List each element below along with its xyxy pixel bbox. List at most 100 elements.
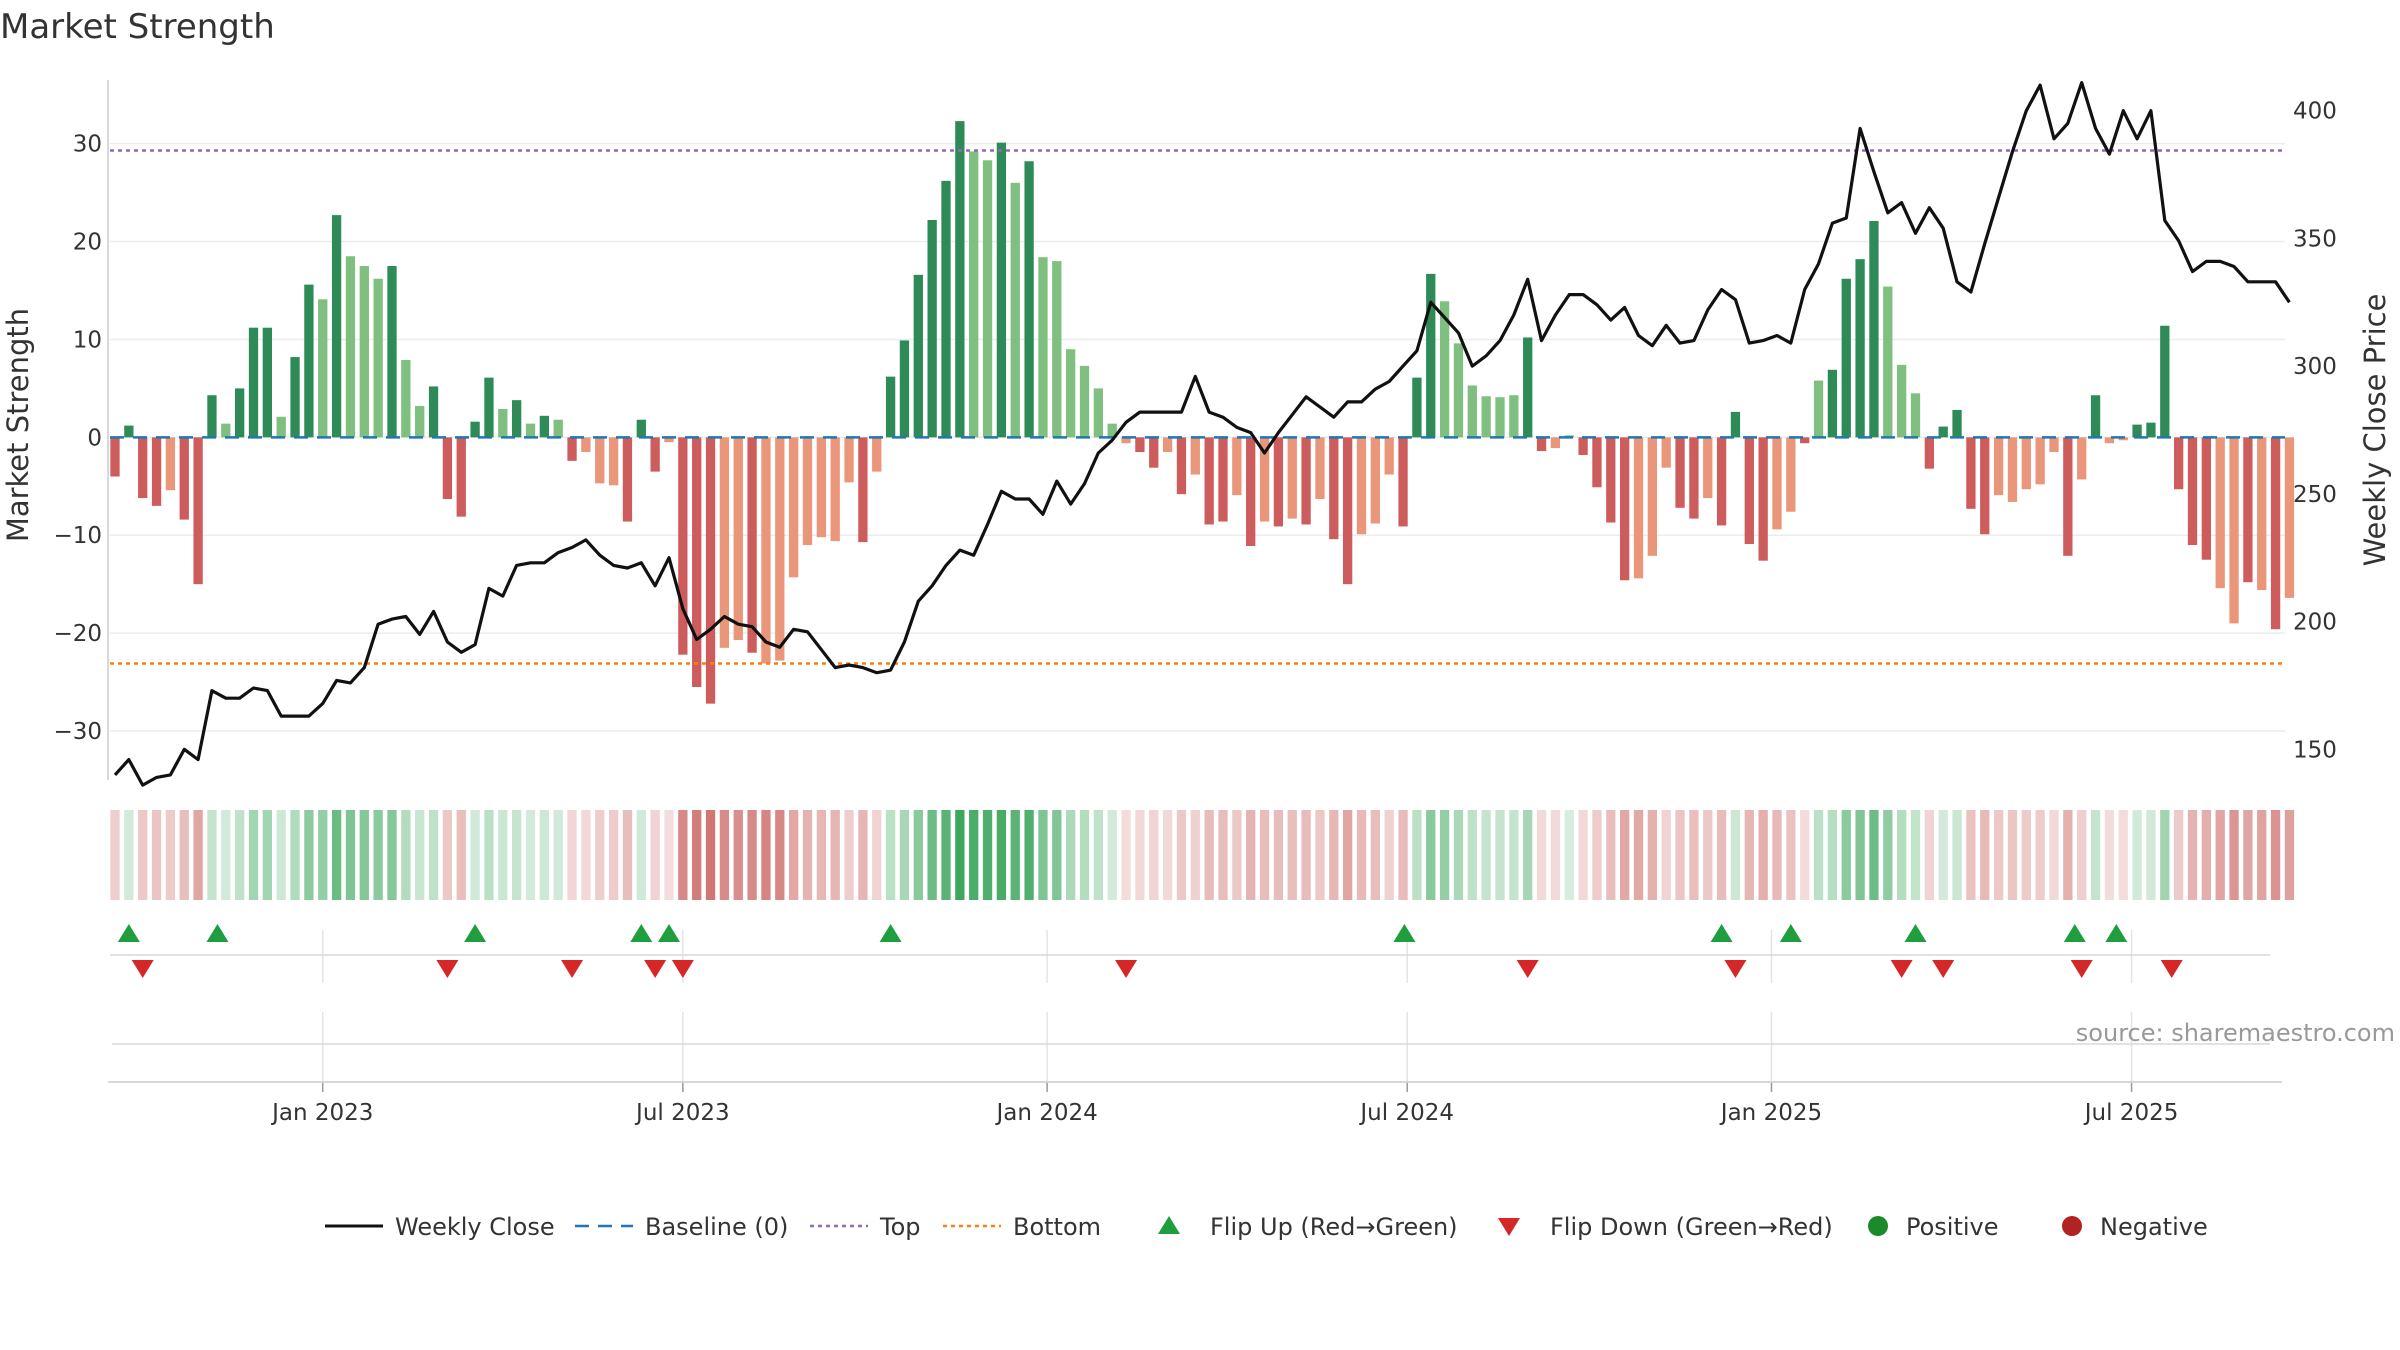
heat-cell <box>442 810 453 900</box>
strength-bar <box>941 180 951 438</box>
heat-cell <box>1938 810 1948 900</box>
heat-cell <box>1689 810 1699 900</box>
heat-cell <box>1370 810 1380 900</box>
heat-cell <box>2104 810 2115 900</box>
heat-cell <box>318 810 328 900</box>
strength-bar <box>1176 437 1187 495</box>
strength-bar <box>816 437 826 538</box>
strength-bar <box>844 437 854 483</box>
strength-bar <box>1218 437 1228 522</box>
y-tick-right: 350 <box>2293 226 2337 252</box>
legend-label: Bottom <box>1013 1213 1101 1241</box>
heat-cell <box>1675 810 1685 900</box>
strength-bar <box>1758 437 1768 561</box>
strength-bar <box>1190 437 1200 475</box>
legend-label: Positive <box>1906 1213 1999 1241</box>
strength-bar <box>2104 437 2115 444</box>
strength-bar <box>1329 437 1339 540</box>
strength-bar <box>733 437 743 640</box>
heat-cell <box>1827 810 1838 900</box>
strength-bar <box>290 357 300 438</box>
strength-bar <box>789 437 799 578</box>
heat-cell <box>1398 810 1408 900</box>
heat-cell <box>844 810 854 900</box>
strength-bar <box>830 437 840 542</box>
strength-bar <box>1703 437 1713 499</box>
flip-up-marker <box>1779 924 1802 942</box>
strength-bar <box>1204 437 1214 525</box>
heat-cell <box>1287 810 1297 900</box>
y-tick-left: 10 <box>73 327 102 353</box>
heat-cell <box>1758 810 1768 900</box>
heat-cell <box>941 810 951 900</box>
strength-bar <box>1606 437 1616 523</box>
strength-bar <box>415 406 425 438</box>
flip-up-marker <box>206 924 229 942</box>
strength-bar <box>1343 437 1353 585</box>
strength-bar <box>872 437 882 472</box>
strength-bar <box>2215 437 2225 589</box>
heat-cell <box>1176 810 1187 900</box>
heat-cell <box>1024 810 1034 900</box>
heat-cell <box>595 810 605 900</box>
strength-bar <box>955 121 965 438</box>
heat-cell <box>1343 810 1353 900</box>
heat-cell <box>1453 810 1464 900</box>
heat-cell <box>664 810 674 900</box>
heat-cell <box>1093 810 1103 900</box>
heat-cell <box>138 810 148 900</box>
strength-bar <box>1052 261 1062 438</box>
heat-cell <box>1924 810 1934 900</box>
heat-cell <box>1329 810 1339 900</box>
strength-bar <box>1800 437 1810 444</box>
strength-bar <box>1356 437 1367 535</box>
strength-bar <box>1481 396 1491 438</box>
heat-cell <box>276 810 286 900</box>
flip-down-marker <box>671 960 694 978</box>
legend-swatch-positive <box>1868 1216 1888 1236</box>
heat-cell <box>2160 810 2170 900</box>
heat-cell <box>2118 810 2128 900</box>
heat-cell <box>1509 810 1519 900</box>
heat-cell <box>2146 810 2156 900</box>
heat-cell <box>1980 810 1990 900</box>
strength-bar <box>387 266 397 438</box>
heat-cell <box>2007 810 2018 900</box>
heat-cell <box>1467 810 1477 900</box>
strength-heat-strip <box>110 810 2295 900</box>
heat-cell <box>927 810 937 900</box>
heat-cell <box>747 810 757 900</box>
flip-markers-panel <box>110 924 2270 1045</box>
strength-bar <box>235 388 245 438</box>
heat-cell <box>567 810 577 900</box>
strength-bar <box>2229 437 2239 624</box>
heat-cell <box>1661 810 1671 900</box>
heat-cell <box>1273 810 1284 900</box>
strength-bar <box>1813 380 1824 438</box>
x-tick-label: Jan 2024 <box>994 1100 1097 1126</box>
strength-bar <box>802 437 813 546</box>
strength-bar <box>2284 437 2295 598</box>
heat-cell <box>1135 810 1145 900</box>
strength-bar <box>1509 395 1519 438</box>
strength-bar <box>636 419 646 438</box>
strength-bar <box>1689 437 1699 519</box>
strength-bar <box>512 400 522 438</box>
heat-cell <box>193 810 203 900</box>
legend-swatch-negative <box>2062 1216 2082 1236</box>
heat-cell <box>484 810 494 900</box>
strength-bar <box>899 340 910 438</box>
flip-up-marker <box>1904 924 1927 942</box>
heat-cell <box>2229 810 2239 900</box>
strength-bar <box>428 386 439 438</box>
heat-cell <box>1481 810 1491 900</box>
heat-cell <box>1606 810 1616 900</box>
heat-cell <box>830 810 840 900</box>
heat-cell <box>1079 810 1090 900</box>
strength-bar <box>2257 437 2267 591</box>
y-tick-left: 30 <box>73 132 102 158</box>
heat-cell <box>996 810 1007 900</box>
heat-cell <box>415 810 425 900</box>
strength-bar <box>761 437 771 664</box>
heat-cell <box>2284 810 2295 900</box>
